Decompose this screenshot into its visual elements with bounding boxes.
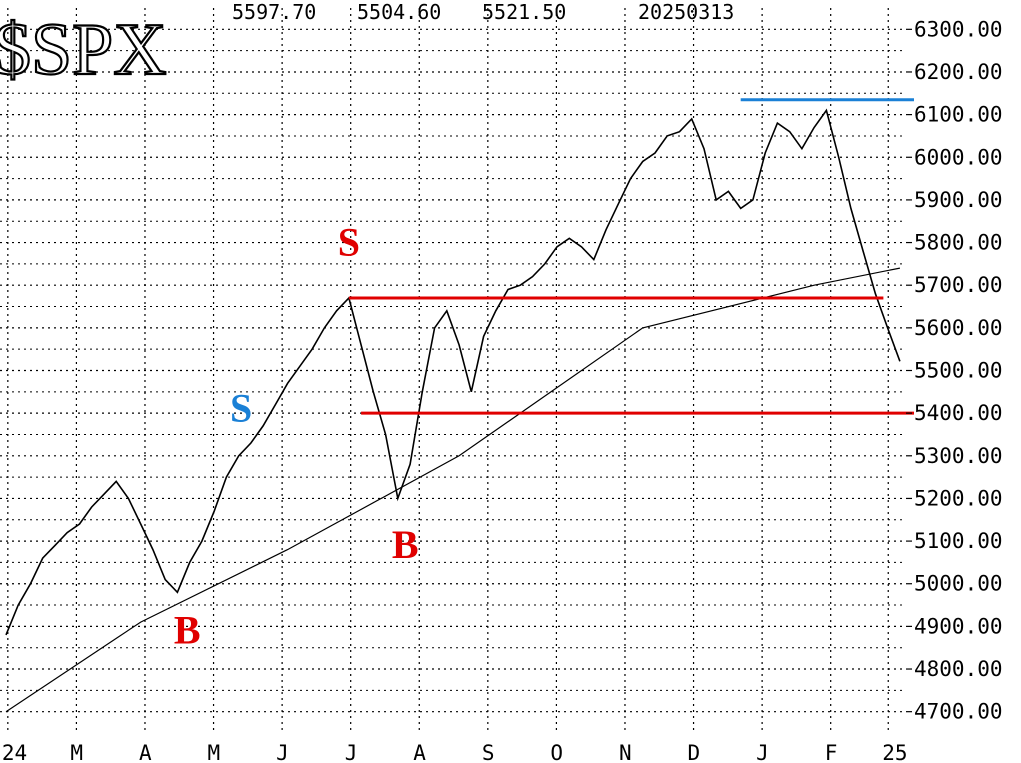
quote-high: 5597.70 [232, 0, 316, 24]
x-axis-ticks: 24 M A M J J A S O N D J F 25 [2, 741, 908, 763]
level-lines [348, 98, 914, 415]
y-tick-label: 5400.00 [914, 401, 1003, 425]
x-tick-label: A [413, 741, 426, 763]
y-tick-label: 6000.00 [914, 145, 1003, 169]
quote-low: 5504.60 [357, 0, 441, 24]
y-tick-label: 5600.00 [914, 316, 1003, 340]
x-tick-label: F [825, 741, 838, 763]
y-tick-label: 4900.00 [914, 614, 1003, 638]
x-tick-label: M [70, 741, 83, 763]
x-tick-label: A [139, 741, 152, 763]
x-tick-label: J [345, 741, 358, 763]
y-tick-label: 4700.00 [914, 700, 1003, 724]
y-tick-label: 4800.00 [914, 657, 1003, 681]
sell-marker: S [338, 219, 360, 264]
x-tick-label: N [619, 741, 632, 763]
y-tick-label: 5000.00 [914, 572, 1003, 596]
y-tick-label: 6300.00 [914, 17, 1003, 41]
grid [0, 8, 906, 733]
quote-date: 20250313 [638, 0, 734, 24]
y-tick-label: 5800.00 [914, 231, 1003, 255]
buy-marker: B [174, 607, 201, 652]
y-tick-label: 5200.00 [914, 486, 1003, 510]
y-tick-label: 5500.00 [914, 359, 1003, 383]
series-line-0 [5, 108, 901, 636]
y-tick-label: 5300.00 [914, 444, 1003, 468]
x-tick-label: M [208, 741, 221, 763]
y-tick-label: 5700.00 [914, 273, 1003, 297]
x-tick-label: 24 [2, 741, 27, 763]
y-tick-label: 6100.00 [914, 103, 1003, 127]
buy-marker: B [392, 522, 419, 567]
annotations: S S B B [174, 219, 419, 652]
y-tick-label: 6200.00 [914, 60, 1003, 84]
chart-title: $SPX [0, 9, 167, 91]
x-tick-label: O [550, 741, 563, 763]
x-tick-label: D [688, 741, 701, 763]
y-tick-label: 5900.00 [914, 188, 1003, 212]
x-tick-label: S [482, 741, 495, 763]
sell-marker: S [230, 386, 252, 431]
series-line-1 [5, 267, 901, 713]
x-tick-label: 25 [882, 741, 907, 763]
y-tick-label: 5100.00 [914, 529, 1003, 553]
y-axis-ticks: 6300.00 6200.00 6100.00 6000.00 5900.00 5800.… [906, 17, 1003, 724]
x-tick-label: J [756, 741, 769, 763]
quote-close: 5521.50 [482, 0, 566, 24]
x-tick-label: J [276, 741, 289, 763]
series-group [5, 108, 901, 713]
